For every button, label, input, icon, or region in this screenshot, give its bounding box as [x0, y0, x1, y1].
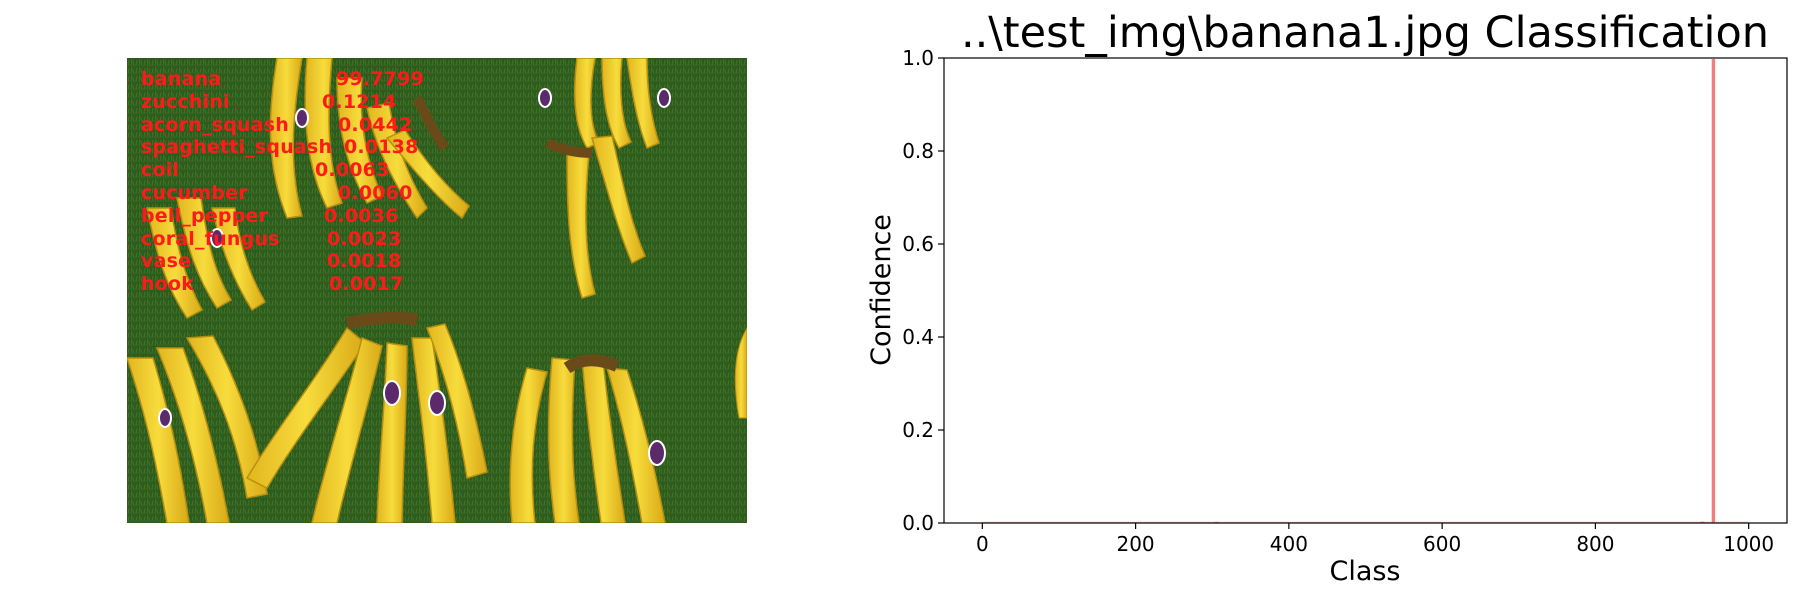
y-tick-label: 0.8: [902, 139, 934, 163]
y-axis-ticks: 0.0 0.2 0.4 0.6 0.8 1.0: [902, 46, 944, 535]
x-tick-label: 400: [1270, 532, 1308, 556]
banana-bunch-bottom-right: [509, 357, 666, 523]
prediction-value: 0.0442: [338, 113, 413, 136]
banana-bunch-left: [146, 197, 267, 319]
banana-bunch-top-right: [566, 58, 660, 299]
y-tick-label: 0.0: [902, 511, 934, 535]
prediction-label: spaghetti_squash: [141, 136, 333, 159]
banana-bunch-top: [269, 58, 470, 220]
prediction-label: coral_fungus: [141, 227, 280, 250]
y-axis-label: Confidence: [866, 214, 897, 366]
banana-bunch-bottom-left: [127, 335, 268, 523]
prediction-value: 0.0063: [315, 159, 390, 182]
banana-sticker-icons: [158, 88, 671, 466]
prediction-label: hook: [141, 273, 195, 296]
prediction-label: bell_pepper: [141, 204, 269, 227]
prediction-value: 99.7799: [336, 68, 424, 90]
plot-frame: [943, 57, 1788, 524]
prediction-label: zucchini: [141, 90, 230, 113]
prediction-value: 0.0023: [327, 227, 402, 250]
prediction-label: coil: [141, 159, 180, 182]
prediction-value: 0.1214: [322, 90, 397, 113]
x-tick-label: 200: [1116, 532, 1154, 556]
x-axis-ticks: 0 200 400 600 800 1000: [976, 523, 1774, 556]
bars-layer: [982, 59, 1748, 524]
x-tick-label: 600: [1423, 532, 1461, 556]
prediction-label: banana: [141, 68, 222, 90]
x-tick-label: 0: [976, 532, 989, 556]
prediction-value: 0.0060: [338, 182, 413, 204]
classified-photo: banana 99.7799 zucchini 0.1214 acorn_squash 0…: [127, 58, 747, 523]
y-tick-label: 0.4: [902, 325, 934, 349]
class-bar: [1711, 59, 1716, 523]
prediction-value: 0.0017: [329, 273, 404, 296]
x-axis-label: Class: [1329, 556, 1400, 587]
prediction-value: 0.0036: [324, 204, 399, 227]
prediction-value: 0.0018: [327, 250, 402, 273]
prediction-label: cucumber: [141, 182, 248, 204]
y-tick-label: 0.6: [902, 232, 934, 256]
banana-bunch-bottom-center: [245, 323, 488, 523]
x-tick-label: 1000: [1723, 532, 1774, 556]
prediction-label: vase: [141, 250, 192, 273]
y-tick-label: 1.0: [902, 46, 934, 70]
prediction-value: 0.0138: [344, 136, 419, 159]
banana-photo-image: [127, 58, 747, 523]
chart-title: ..\test_img\banana1.jpg Classification: [961, 8, 1769, 58]
x-tick-label: 800: [1576, 532, 1614, 556]
y-tick-label: 0.2: [902, 418, 934, 442]
prediction-label: acorn_squash: [141, 113, 290, 136]
